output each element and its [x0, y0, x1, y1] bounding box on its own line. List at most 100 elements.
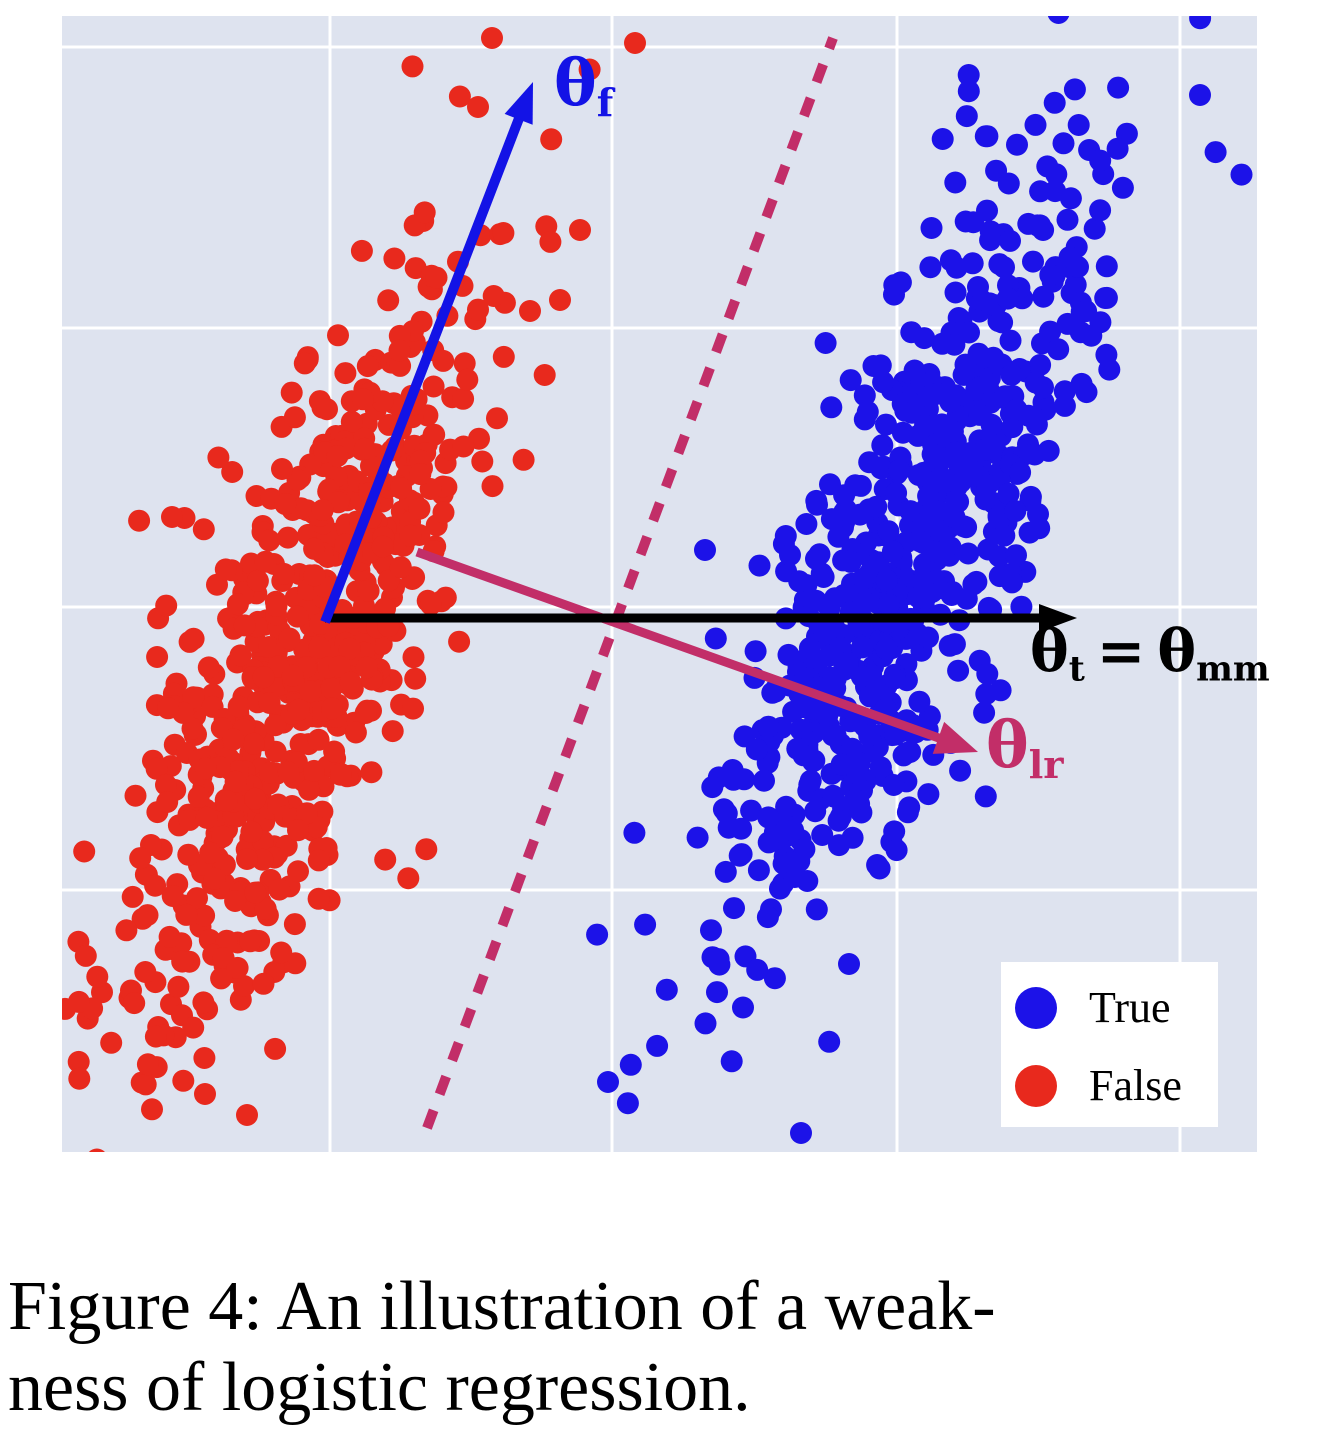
scatter-point: [432, 501, 455, 524]
scatter-point: [944, 490, 967, 513]
scatter-point: [655, 978, 678, 1001]
scatter-point: [432, 349, 455, 372]
scatter-point: [519, 300, 541, 322]
scatter-point: [943, 506, 966, 528]
scatter-point: [947, 659, 970, 682]
scatter-point: [858, 724, 881, 747]
scatter-point: [161, 885, 184, 907]
scatter-point: [811, 824, 834, 846]
scatter-point: [839, 369, 862, 392]
scatter-point: [171, 950, 194, 973]
scatter-point: [872, 371, 895, 394]
scatter-point-outlier: [467, 96, 489, 118]
scatter-point: [1018, 521, 1041, 544]
scatter-point: [896, 801, 919, 824]
scatter-point: [448, 85, 471, 108]
scatter-point: [389, 556, 412, 579]
scatter-point: [1189, 16, 1212, 30]
scatter-point: [882, 774, 905, 796]
scatter-point: [88, 1148, 105, 1152]
scatter-point: [389, 354, 412, 377]
scatter-point: [853, 384, 876, 407]
scatter-point: [723, 897, 745, 920]
scatter-point: [1063, 78, 1086, 101]
scatter-point: [881, 540, 904, 563]
scatter-point: [997, 172, 1020, 195]
scatter-point: [293, 352, 316, 375]
scatter-point: [259, 761, 282, 784]
scatter-point: [780, 851, 803, 874]
scatter-point: [215, 929, 238, 952]
scatter-point: [415, 838, 438, 861]
scatter-point: [1010, 595, 1033, 618]
legend-false-dot-icon: [1015, 1065, 1057, 1107]
scatter-point: [278, 627, 301, 650]
scatter-point: [921, 443, 944, 466]
scatter-point: [917, 385, 940, 408]
scatter-point: [167, 975, 190, 998]
scatter-point: [74, 944, 97, 967]
scatter-point: [233, 614, 256, 637]
scatter-point: [456, 368, 479, 391]
scatter-point: [226, 956, 249, 979]
scatter-point: [748, 554, 771, 577]
legend: True False: [1001, 962, 1218, 1127]
scatter-point: [199, 841, 222, 864]
scatter-point: [192, 518, 215, 541]
scatter-point: [999, 329, 1022, 352]
scatter-point: [1009, 461, 1032, 484]
scatter-point: [1094, 287, 1117, 309]
scatter-point: [195, 806, 218, 829]
scatter-point: [512, 448, 535, 471]
scatter-point: [408, 497, 431, 520]
scatter-point: [452, 387, 475, 410]
scatter-point: [849, 503, 871, 526]
scatter-point-outlier: [597, 1071, 619, 1093]
scatter-point: [954, 353, 977, 376]
scatter-point: [1089, 199, 1112, 222]
scatter-point: [948, 443, 971, 466]
scatter-point: [982, 346, 1005, 369]
scatter-point: [1006, 133, 1028, 156]
scatter-point: [616, 1092, 639, 1115]
scatter-point: [258, 636, 281, 658]
scatter-point: [939, 249, 962, 272]
scatter-point: [988, 565, 1011, 588]
scatter-point: [744, 640, 767, 663]
scatter-point: [1005, 544, 1027, 567]
scatter-point: [141, 1098, 163, 1121]
scatter-point-outlier: [549, 289, 571, 311]
scatter-point: [869, 756, 892, 779]
scatter-point: [224, 890, 247, 912]
scatter-point: [804, 800, 827, 823]
scatter-point: [383, 247, 406, 270]
scatter-point: [816, 704, 839, 727]
scatter-point: [1066, 255, 1089, 278]
legend-item-false: False: [1015, 1064, 1218, 1108]
theta-lr-label: θlr: [986, 714, 1064, 785]
scatter-point: [381, 720, 404, 743]
scatter-point: [452, 435, 475, 458]
scatter-point: [944, 171, 967, 194]
scatter-point: [286, 605, 309, 628]
scatter-point: [422, 375, 445, 398]
scatter-point: [999, 229, 1021, 252]
scatter-point: [830, 753, 853, 776]
scatter-point: [1022, 250, 1044, 273]
scatter-point: [287, 860, 309, 883]
scatter-point: [390, 477, 413, 500]
scatter-point: [272, 562, 295, 585]
scatter-point: [399, 524, 422, 547]
scatter-point: [1083, 217, 1106, 240]
scatter-point: [295, 802, 318, 825]
scatter-point: [486, 407, 508, 430]
scatter-point: [975, 438, 998, 461]
scatter-point: [289, 733, 312, 755]
scatter-point: [210, 967, 233, 990]
scatter-point: [1047, 338, 1070, 361]
scatter-point: [775, 795, 798, 818]
scatter-point: [307, 728, 330, 751]
scatter-point: [67, 990, 90, 1013]
scatter-point: [425, 266, 448, 289]
scatter-point: [955, 587, 978, 610]
